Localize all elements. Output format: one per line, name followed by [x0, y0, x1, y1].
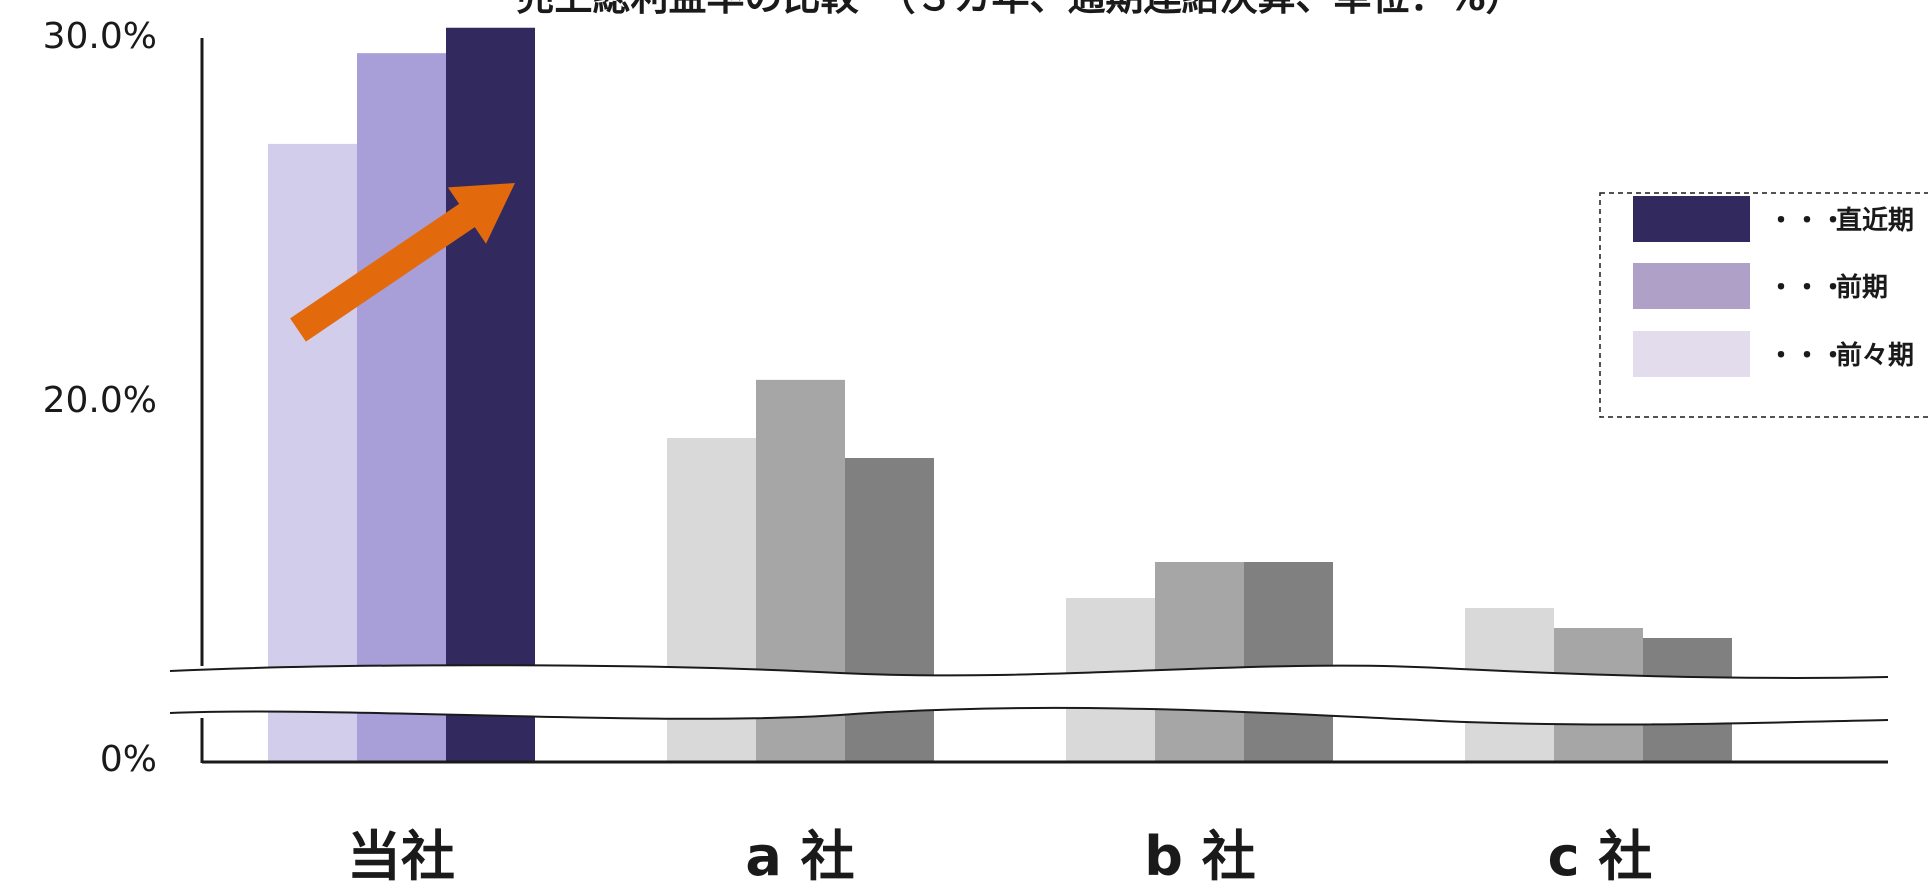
- bars: [268, 27, 1732, 763]
- category-label: c 社: [1548, 825, 1653, 882]
- legend-swatch: [1633, 196, 1750, 242]
- legend-swatch: [1633, 331, 1750, 377]
- axis-break-band: [170, 665, 1888, 725]
- legend: ・・・直近期・・・前期・・・前々期: [1599, 192, 1928, 418]
- category-label: 当社: [347, 825, 455, 882]
- legend-label: 前々期: [1836, 340, 1914, 371]
- increase-arrow: [290, 183, 515, 342]
- legend-label: 直近期: [1836, 206, 1914, 236]
- category-labels: 当社 a 社 b 社 c 社: [347, 825, 1652, 882]
- chart-title: 売上総利益率の比較 （３カ年、通期連結決算、単位：%）: [516, 0, 1523, 19]
- legend-swatch: [1633, 263, 1750, 309]
- legend-separator: ・・・: [1768, 273, 1846, 303]
- category-label: a 社: [745, 825, 854, 882]
- bar-3-2: [1155, 562, 1244, 762]
- bar-1-2: [357, 53, 446, 762]
- bar-1-1: [268, 143, 357, 762]
- y-tick-label: 20.0%: [43, 380, 157, 421]
- bar-3-3: [1244, 562, 1333, 762]
- axis-break-line-bottom: [169, 706, 1889, 726]
- category-label: b 社: [1144, 825, 1255, 882]
- legend-separator: ・・・: [1768, 206, 1846, 236]
- y-tick-label: 0%: [100, 739, 157, 780]
- legend-items: ・・・直近期・・・前期・・・前々期: [1633, 196, 1914, 377]
- bar-2-3: [845, 458, 934, 762]
- y-tick-labels: 30.0% 20.0% 0%: [43, 16, 157, 780]
- bar-1-3: [446, 27, 535, 763]
- y-tick-label: 30.0%: [43, 16, 157, 57]
- legend-label: 前期: [1836, 272, 1888, 303]
- axis-break-line-top: [169, 664, 1889, 679]
- legend-separator: ・・・: [1768, 341, 1846, 371]
